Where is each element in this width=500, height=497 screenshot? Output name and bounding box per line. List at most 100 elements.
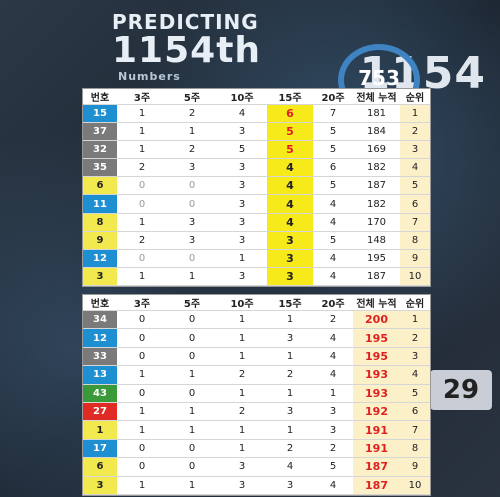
ball-number-cell: 15 (83, 104, 117, 124)
week3-count: 0 (117, 249, 167, 268)
column-header-week3: 3주 (117, 89, 167, 105)
ball-number-cell: 8 (83, 213, 117, 232)
week5-count: 0 (167, 176, 217, 196)
week10-count: 3 (217, 213, 267, 232)
table-header-row: 번호 3주 5주 10주 15주 20주 전체 누적 순위 (83, 295, 430, 311)
week20-count: 4 (313, 476, 353, 496)
week3-count: 0 (117, 457, 167, 477)
week10-count: 1 (217, 310, 267, 330)
ball-number-cell: 11 (83, 194, 117, 214)
rank-cell: 5 (400, 176, 430, 196)
ball-number-cell: 3 (83, 267, 117, 287)
table-header-row: 번호 3주 5주 10주 15주 20주 전체 누적 순위 (83, 89, 430, 105)
week5-count: 1 (167, 420, 217, 440)
ball-number-cell: 12 (83, 249, 117, 268)
ball-number-cell: 27 (83, 402, 117, 422)
table-row: 37 1 1 3 5 5 184 2 (83, 122, 430, 142)
week3-count: 0 (117, 310, 167, 330)
ball-number-cell: 33 (83, 347, 117, 367)
week10-count: 3 (217, 267, 267, 287)
week20-count: 4 (313, 194, 353, 214)
rank-cell: 7 (400, 420, 430, 440)
week20-count: 2 (313, 439, 353, 459)
week3-count: 0 (117, 439, 167, 459)
week10-count: 3 (217, 158, 267, 178)
week5-count: 0 (167, 249, 217, 268)
week5-count: 3 (167, 158, 217, 178)
week15-count: 3 (267, 402, 313, 422)
table-row: 17 0 0 1 2 2 191 8 (83, 439, 430, 459)
column-header-week15: 15주 (267, 89, 313, 105)
week15-count: 4 (267, 194, 313, 214)
table-row: 9 2 3 3 3 5 148 8 (83, 231, 430, 250)
week15-count: 4 (267, 457, 313, 477)
week5-count: 0 (167, 347, 217, 367)
total-count: 187 (353, 176, 400, 196)
week20-count: 4 (313, 365, 353, 385)
ball-number-cell: 3 (83, 476, 117, 496)
week5-count: 3 (167, 231, 217, 250)
week20-count: 4 (313, 213, 353, 232)
week10-count: 4 (217, 104, 267, 124)
header-subtitle: Numbers (118, 70, 181, 83)
week3-count: 2 (117, 231, 167, 250)
total-count: 148 (353, 231, 400, 250)
week5-count: 0 (167, 457, 217, 477)
column-header-week5: 5주 (167, 89, 217, 105)
week5-count: 1 (167, 267, 217, 287)
bottom-frequency-table: 번호 3주 5주 10주 15주 20주 전체 누적 순위 34 0 0 1 1 2 200 1 12 0 0 1 3… (83, 295, 430, 496)
week10-count: 1 (217, 439, 267, 459)
week3-count: 1 (117, 420, 167, 440)
week20-count: 4 (313, 249, 353, 268)
week15-count: 3 (267, 231, 313, 250)
week3-count: 1 (117, 140, 167, 160)
bottom-frequency-table-panel: 번호 3주 5주 10주 15주 20주 전체 누적 순위 34 0 0 1 1 2 200 1 12 0 0 1 3… (82, 294, 431, 496)
week20-count: 4 (313, 347, 353, 367)
week10-count: 2 (217, 402, 267, 422)
rank-cell: 10 (400, 476, 430, 496)
week3-count: 1 (117, 402, 167, 422)
rank-cell: 9 (400, 249, 430, 268)
week15-count: 3 (267, 249, 313, 268)
week3-count: 1 (117, 476, 167, 496)
week3-count: 0 (117, 194, 167, 214)
week10-count: 3 (217, 231, 267, 250)
week20-count: 5 (313, 457, 353, 477)
ball-number-cell: 12 (83, 328, 117, 348)
column-header-total: 전체 누적 (353, 295, 400, 311)
table-row: 12 0 0 1 3 4 195 9 (83, 249, 430, 268)
total-count: 187 (353, 457, 400, 477)
week20-count: 4 (313, 328, 353, 348)
week5-count: 0 (167, 310, 217, 330)
table-row: 6 0 0 3 4 5 187 9 (83, 457, 430, 477)
column-header-week20: 20주 (313, 295, 353, 311)
week15-count: 3 (267, 267, 313, 287)
rank-cell: 6 (400, 402, 430, 422)
ball-number-cell: 1 (83, 420, 117, 440)
rank-cell: 4 (400, 158, 430, 178)
total-count: 182 (353, 158, 400, 178)
top-frequency-table-panel: 번호 3주 5주 10주 15주 20주 전체 누적 순위 15 1 2 4 6 7 181 1 37 1 1 3 5… (82, 88, 431, 287)
rank-cell: 6 (400, 194, 430, 214)
week10-count: 1 (217, 249, 267, 268)
column-header-week3: 3주 (117, 295, 167, 311)
total-count: 193 (353, 384, 400, 403)
week15-count: 5 (267, 122, 313, 142)
column-header-number: 번호 (83, 295, 117, 311)
header-title: PREDICTING (112, 10, 259, 34)
week15-count: 4 (267, 213, 313, 232)
week20-count: 1 (313, 384, 353, 403)
table-row: 15 1 2 4 6 7 181 1 (83, 104, 430, 124)
ball-number-cell: 34 (83, 310, 117, 330)
ball-number-cell: 13 (83, 365, 117, 385)
week10-count: 1 (217, 347, 267, 367)
top-frequency-table: 번호 3주 5주 10주 15주 20주 전체 누적 순위 15 1 2 4 6 7 181 1 37 1 1 3 5… (83, 89, 430, 287)
week3-count: 0 (117, 384, 167, 403)
week15-count: 4 (267, 176, 313, 196)
rank-cell: 2 (400, 122, 430, 142)
table-row: 13 1 1 2 2 4 193 4 (83, 365, 430, 385)
total-count: 191 (353, 420, 400, 440)
week20-count: 5 (313, 140, 353, 160)
total-count: 169 (353, 140, 400, 160)
column-header-week5: 5주 (167, 295, 217, 311)
